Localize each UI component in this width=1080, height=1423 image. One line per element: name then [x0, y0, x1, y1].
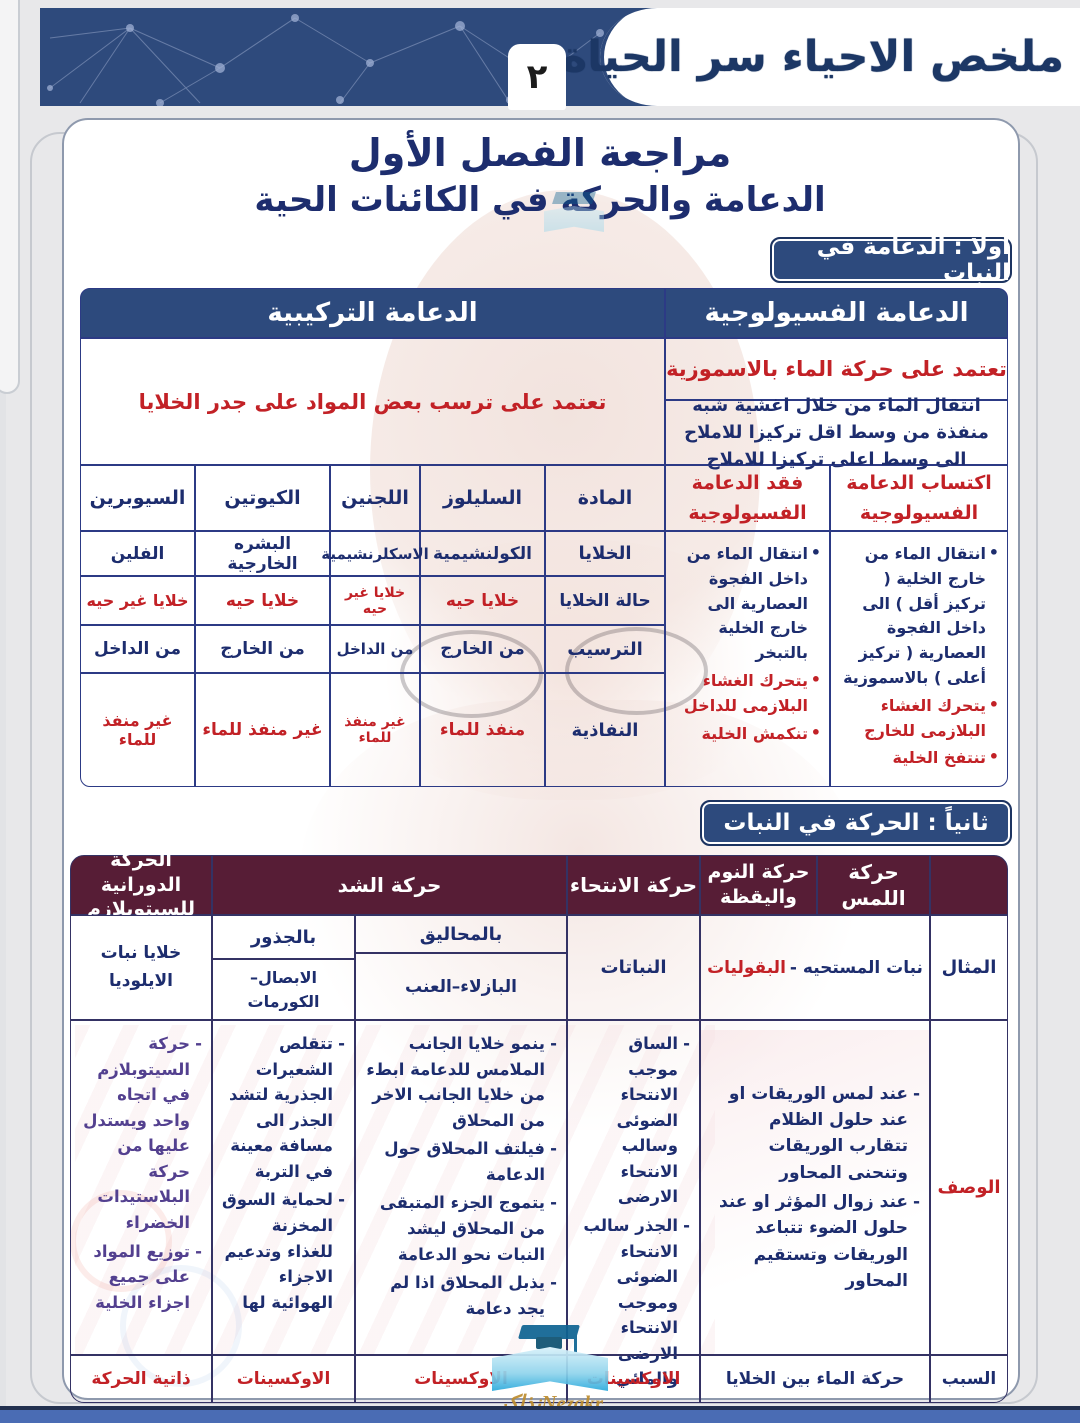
t2-description-item: توزيع المواد على جميع اجزاء الخلية	[79, 1239, 203, 1316]
t1-structural-basis: تعتمد على ترسب بعض المواد على جدر الخلاي…	[80, 338, 665, 465]
t1-row-cells: الخلايا	[545, 531, 665, 576]
t2-description-cyclosis: حركة السيتوبلازم في اتجاه واحد ويستدل عل…	[70, 1020, 212, 1355]
t2-label-description: الوصف	[930, 1020, 1008, 1355]
t2-cause-tendrils: الاوكسينات	[355, 1355, 567, 1403]
t2-header-tropism: حركة الانتحاء	[567, 855, 700, 915]
t1-header-physiological: الدعامة الفسيولوجية	[665, 288, 1008, 338]
t2-label-cause: السبب	[930, 1355, 1008, 1403]
t2-cause-touch-sleep: حركة الماء بين الخلايا	[700, 1355, 930, 1403]
t1-state-value: خلايا حيه	[420, 576, 545, 625]
t2-description-touch-sleep: عند لمس الوريقات او عند حلول الظلام تتقا…	[700, 1020, 930, 1355]
t2-example-tendrils-plants: البازلاء–العنب	[355, 953, 567, 1020]
t1-loss-item: يتحرك الغشاء البلازمى للداخل	[674, 668, 821, 719]
t1-gain-item: تنتفخ الخلية	[839, 745, 999, 771]
t2-example-touch-sleep-red: البقوليات	[707, 957, 786, 978]
t1-state-value: خلايا حيه	[195, 576, 330, 625]
t2-description-item: يتموج الجزء المتبقى من المحلاق ليشد النب…	[364, 1190, 558, 1267]
t2-label-example: المثال	[930, 915, 1008, 1020]
t2-description-item: تتقلص الشعيرات الجذرية لتشد الجذر الى مس…	[221, 1031, 346, 1184]
t2-example-roots-label: بالجذور	[212, 915, 355, 959]
t2-header-touch: حركة اللمس	[817, 855, 930, 915]
network-pattern-decoration	[47, 14, 604, 106]
t2-example-touch-sleep-navy: نبات المستحيه -	[789, 957, 923, 978]
t2-description-item: لحماية السوق المخزنة للغذاء وتدعيم الاجز…	[221, 1187, 346, 1315]
t2-cause-roots: الاوكسينات	[212, 1355, 355, 1403]
t1-material-suberin: السيوبرين	[80, 465, 195, 531]
t1-deposition-value: من الداخل	[80, 625, 195, 673]
t1-row-state: حالة الخلايا	[545, 576, 665, 625]
t1-deposition-value: من الخارج	[420, 625, 545, 673]
t1-permeability-value: غير منفذ للماء	[330, 673, 420, 787]
t2-description-item: فيلتف المحلاق حول الدعامة	[364, 1136, 558, 1187]
t2-example-roots-plants: الابصال– الكورمات	[212, 959, 355, 1020]
bottom-blue-band	[0, 1410, 1080, 1423]
t2-description-tendrils: ينمو خلايا الجانب الملامس للدعامة ابطء م…	[355, 1020, 567, 1355]
t1-col-gain: اكتساب الدعامة الفسيولوجية	[830, 465, 1008, 531]
t2-description-item: عند زوال المؤثر او عند حلول الضوء تتباعد…	[709, 1189, 921, 1294]
t1-row-permeability: النفاذية	[545, 673, 665, 787]
t1-gain-list: انتقال الماء من خارج الخلية ( تركيز أقل …	[830, 531, 1008, 787]
page-edge-tab	[0, 0, 20, 394]
t2-description-item: يذبل المحلاق اذا لم يجد دعامة	[364, 1270, 558, 1321]
t2-description-item: ينمو خلايا الجانب الملامس للدعامة ابطء م…	[364, 1031, 558, 1133]
t1-row-material: المادة	[545, 465, 665, 531]
t2-description-roots: تتقلص الشعيرات الجذرية لتشد الجذر الى مس…	[212, 1020, 355, 1355]
bottom-navy-line	[0, 1406, 1080, 1410]
t1-cells-value: البشره الخارجية	[195, 531, 330, 576]
t2-header-rowlabel	[930, 855, 1008, 915]
t1-physiological-basis: تعتمد على حركة الماء بالاسموزية	[665, 338, 1008, 400]
t2-header-cyclosis: الحركة الدورانية للسيتوبلازم	[70, 849, 212, 920]
t1-permeability-value: غير منفذ للماء	[80, 673, 195, 787]
t1-loss-item: تنكمش الخلية	[674, 721, 821, 747]
t2-example-touch-sleep: نبات المستحيه - البقوليات	[700, 915, 930, 1020]
t1-deposition-value: من الداخل	[330, 625, 420, 673]
section2-badge: ثانياً : الحركة في النبات	[700, 800, 1012, 846]
t1-permeability-value: منفذ للماء	[420, 673, 545, 787]
t1-state-value: خلايا غير حيه	[330, 576, 420, 625]
doc-title-line1: مراجعة الفصل الأول	[348, 131, 732, 175]
t2-example-cyclosis: خلايا نبات الايلوديا	[70, 915, 212, 1020]
t1-cells-value: الاسكلرنشيمية	[321, 531, 429, 576]
doc-title: مراجعة الفصل الأول الدعامة والحركة في ال…	[110, 130, 970, 222]
t1-material-cellulose: السليلوز	[420, 465, 545, 531]
t2-example-tendrils-label: بالمحاليق	[355, 915, 567, 953]
t1-cells-value: الفلين	[80, 531, 195, 576]
t2-header-tension: حركة الشد	[212, 855, 567, 915]
t1-cells-value: الكولنشيمية	[420, 531, 545, 576]
t1-gain-item: يتحرك الغشاء البلازمى للخارج	[839, 693, 999, 744]
t2-description-item: الساق موجب الانتحاء الضوئى وسالب الانتحا…	[576, 1031, 691, 1210]
t1-deposition-value: من الخارج	[195, 625, 330, 673]
t2-description-tropism: الساق موجب الانتحاء الضوئى وسالب الانتحا…	[567, 1020, 700, 1388]
t2-description-item: حركة السيتوبلازم في اتجاه واحد ويستدل عل…	[79, 1031, 203, 1236]
section1-badge: أولاً : الدعامة في النبات	[770, 234, 1012, 286]
brand-title: ملخص الاحياء سر الحياة	[561, 32, 1064, 82]
t1-state-value: خلايا غير حيه	[80, 576, 195, 625]
t1-row-deposition: الترسيب	[545, 625, 665, 673]
page-number: ٢	[508, 44, 566, 110]
t1-loss-list: انتقال الماء من داخل الفجوة العصارية الى…	[665, 531, 830, 787]
t1-col-loss: فقد الدعامة الفسيولوجية	[665, 465, 830, 531]
t1-permeability-value: غير منفذ للماء	[195, 673, 330, 787]
banner-title-panel	[600, 8, 1080, 106]
t2-description-item: الجذر سالب الانتحاء الضوئى وموجب الانتحا…	[576, 1213, 691, 1392]
t2-example-tropism: النباتات	[567, 915, 700, 1020]
doc-title-line2: الدعامة والحركة في الكائنات الحية	[254, 179, 826, 220]
t2-description-item: عند لمس الوريقات او عند حلول الظلام تتقا…	[709, 1081, 921, 1186]
t2-cause-tropism: الاوكسينات	[567, 1355, 700, 1403]
t1-header-structural: الدعامة التركيبية	[80, 288, 665, 338]
t2-header-sleep-wake: حركة النوم واليقظة	[700, 855, 817, 915]
t1-loss-item: انتقال الماء من داخل الفجوة العصارية الى…	[674, 541, 821, 666]
t1-physiological-detail: انتقال الماء من خلال اغشية شبه منفذة من …	[665, 395, 1008, 470]
t1-gain-item: انتقال الماء من خارج الخلية ( تركيز أقل …	[839, 541, 999, 691]
page-edge-strip	[0, 0, 6, 1423]
t1-material-lignin: اللجنين	[330, 465, 420, 531]
t2-cause-cyclosis: ذاتية الحركة	[70, 1355, 212, 1403]
t1-material-cutin: الكيوتين	[195, 465, 330, 531]
